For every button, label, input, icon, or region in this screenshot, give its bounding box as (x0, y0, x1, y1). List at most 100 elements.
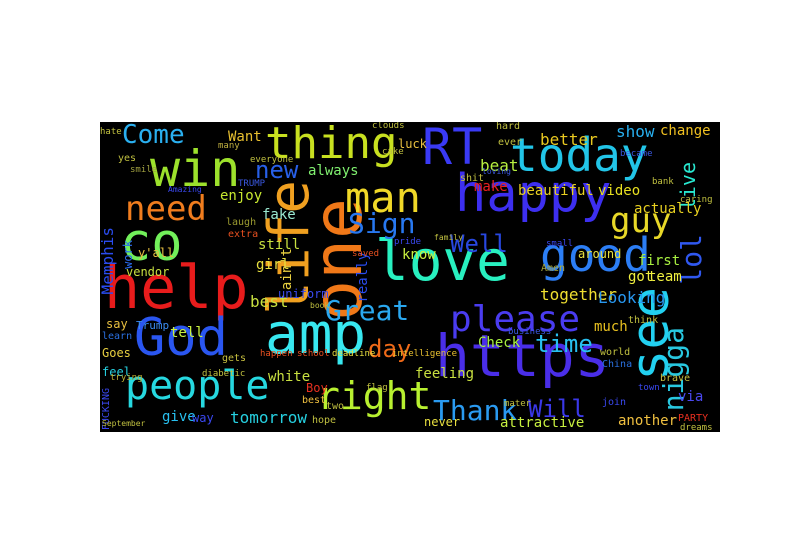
cloud-word: Amen (541, 263, 566, 274)
cloud-word: make (474, 179, 508, 195)
cloud-word: intelligence (392, 349, 458, 359)
cloud-word: know (402, 247, 436, 263)
cloud-word: tell (170, 325, 204, 341)
cloud-word: need (125, 189, 207, 229)
cloud-word: people (125, 363, 270, 409)
cloud-word: Boy (306, 381, 328, 395)
cloud-word: business (508, 327, 552, 337)
cloud-word: Great (325, 294, 410, 327)
cloud-word: gets (222, 353, 247, 364)
cloud-word: diabetic (202, 369, 246, 379)
cloud-word: happy (455, 164, 612, 224)
cloud-word: amp (265, 302, 367, 367)
cloud-word: via (678, 389, 704, 405)
cloud-word: say (106, 317, 128, 331)
cloud-word: mater (504, 399, 532, 409)
cloud-word: right (317, 374, 432, 418)
cloud-word: saved (352, 249, 380, 259)
cloud-word: win (150, 140, 241, 198)
cloud-word: guy (610, 201, 672, 241)
cloud-word: change (660, 123, 711, 139)
cloud-word: enjoy (220, 188, 263, 204)
cloud-word: please (450, 299, 581, 340)
cloud-word: man (345, 173, 421, 222)
word-cloud: win thing RT today happy life one co help love goo… (100, 122, 720, 432)
cloud-word: trying (110, 373, 143, 383)
cloud-word: world (600, 347, 631, 358)
cloud-word: Well (450, 230, 508, 258)
cloud-word: luck (398, 137, 427, 151)
cloud-word: cake (382, 147, 404, 157)
cloud-word: good (540, 228, 651, 282)
cloud-word: another (618, 413, 678, 429)
cloud-word: got (628, 269, 654, 285)
cloud-word: family (434, 233, 463, 242)
cloud-word: Check (478, 335, 521, 351)
cloud-word: bank (652, 177, 674, 187)
cloud-word: book (310, 301, 330, 310)
cloud-word: Thank (433, 394, 518, 427)
cloud-word: girl (256, 257, 290, 273)
cloud-word: smile (130, 165, 158, 175)
cloud-word: always (308, 163, 359, 179)
cloud-word: Looking (598, 288, 666, 307)
cloud-word: thing (265, 122, 398, 169)
cloud-word: caring (680, 195, 713, 205)
cloud-word: really (355, 252, 371, 303)
cloud-word: new (255, 156, 299, 184)
cloud-word: clouds (372, 122, 405, 131)
cloud-word: beautiful (518, 183, 594, 199)
cloud-word: many (218, 141, 240, 151)
cloud-word: yes (118, 153, 137, 164)
cloud-word: deadline (332, 349, 376, 359)
cloud-word: two (326, 401, 345, 412)
cloud-word: way (192, 411, 214, 425)
cloud-word: still (258, 237, 301, 253)
cloud-word: China (602, 359, 633, 370)
cloud-word: brave (660, 373, 691, 384)
cloud-word: time (535, 330, 593, 358)
cloud-word: learn (102, 331, 133, 342)
cloud-word: pride (394, 237, 422, 247)
cloud-word: hate (100, 127, 122, 137)
cloud-word: everyone (250, 155, 294, 165)
cloud-word: Goes (102, 346, 131, 360)
cloud-word: vendor (126, 265, 170, 279)
cloud-word: love (375, 229, 510, 294)
cloud-word: September (102, 419, 146, 428)
cloud-word: Come (122, 122, 185, 150)
cloud-word: small (546, 239, 574, 249)
cloud-word: Memphis (100, 227, 117, 295)
cloud-word: Sign (348, 207, 416, 240)
cloud-word: ain't (279, 248, 295, 291)
cloud-word: think (628, 315, 659, 326)
cloud-word: white (268, 369, 311, 385)
cloud-word: video (598, 183, 641, 199)
cloud-word: never (424, 415, 461, 429)
cloud-word: Want (228, 129, 262, 145)
cloud-word: show (616, 122, 655, 141)
cloud-word: feel (102, 365, 131, 379)
cloud-word: co (120, 213, 183, 273)
cloud-word: flag (366, 383, 388, 393)
cloud-word: Will (528, 395, 586, 423)
cloud-word: feeling (415, 366, 475, 382)
cloud-word: laugh (226, 217, 257, 228)
cloud-word: https (435, 322, 610, 390)
cloud-word: RT (422, 122, 483, 176)
cloud-word: became (620, 149, 653, 159)
cloud-word: day (368, 335, 412, 363)
cloud-word: shit (460, 173, 485, 184)
cloud-word: TRUMP (238, 179, 266, 189)
cloud-word: fake (262, 207, 296, 223)
cloud-word: much (594, 319, 628, 335)
cloud-word: ever (498, 137, 523, 148)
cloud-word: y'all (138, 246, 175, 260)
cloud-word: best (302, 395, 327, 406)
cloud-word: hard (496, 122, 521, 132)
cloud-word: school (297, 349, 330, 359)
cloud-word: lol (675, 234, 708, 285)
cloud-word: tomorrow (230, 408, 308, 427)
cloud-word: best (250, 292, 289, 311)
cloud-word: join (602, 397, 627, 408)
